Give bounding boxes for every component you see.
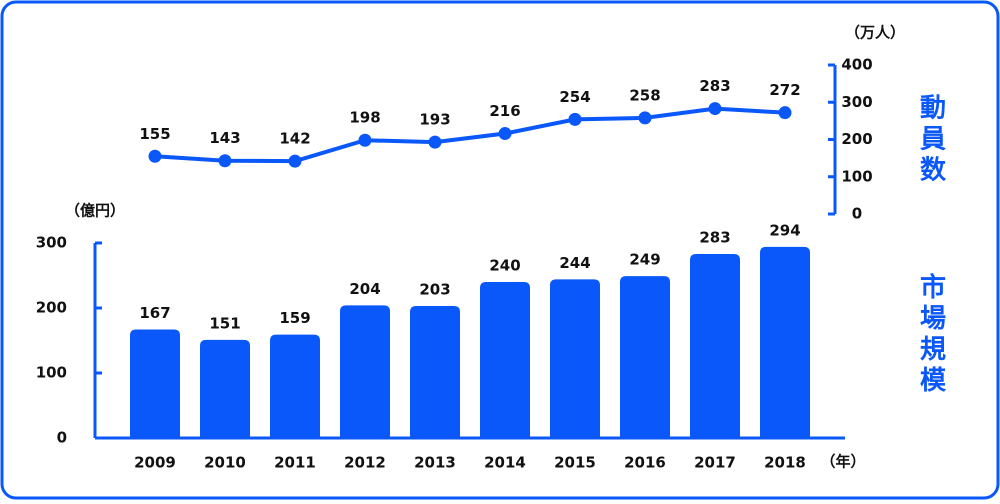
side-label: 市 (920, 272, 946, 303)
side-label: 規 (920, 335, 946, 365)
point (778, 106, 792, 120)
value-label: 155 (139, 125, 170, 143)
bar (480, 282, 530, 438)
x-tick-label: 2017 (694, 454, 736, 472)
y-tick-label: 0 (852, 205, 862, 223)
side-label: 模 (920, 366, 947, 396)
side-label: 員 (920, 125, 946, 155)
x-tick-label: 2012 (344, 454, 386, 472)
point (148, 149, 162, 163)
value-label: 142 (279, 130, 310, 148)
value-label: 159 (279, 309, 310, 327)
value-label: 151 (209, 314, 240, 332)
bar (270, 334, 320, 438)
point (568, 112, 582, 126)
point (708, 102, 722, 116)
value-label: 203 (419, 281, 450, 299)
axis-label: （億円） (65, 202, 125, 220)
x-tick-label: 2018 (764, 454, 806, 472)
point (358, 133, 372, 147)
value-label: 254 (559, 88, 590, 106)
value-label: 272 (769, 81, 800, 99)
y-tick-label: 0 (57, 429, 67, 447)
value-label: 294 (769, 221, 800, 239)
x-tick-label: 2011 (274, 454, 316, 472)
value-label: 249 (629, 251, 660, 269)
x-tick-label: 2015 (554, 454, 596, 472)
point (288, 154, 302, 168)
x-tick-label: 2016 (624, 454, 666, 472)
line (154, 106, 786, 164)
y-tick-label: 200 (36, 299, 67, 317)
bar (130, 329, 180, 438)
point (218, 154, 232, 168)
value-label: 216 (489, 102, 520, 120)
bar (620, 276, 670, 438)
bar (550, 279, 600, 438)
value-label: 204 (349, 280, 380, 298)
point (428, 135, 442, 149)
bar (760, 246, 810, 438)
bar (410, 306, 460, 438)
side-label: 数 (920, 156, 947, 186)
bar (340, 305, 390, 438)
side-label: 場 (920, 304, 946, 334)
value-label: 193 (419, 111, 450, 129)
value-label: 167 (139, 304, 170, 322)
side-label: 動 (920, 94, 946, 124)
y-tick-label: 100 (36, 364, 67, 382)
y-tick-label: 300 (36, 234, 67, 252)
x-tick-label: 2009 (134, 454, 176, 472)
y-tick-label: 200 (841, 130, 872, 148)
value-label: 240 (489, 257, 520, 275)
y-tick-label: 400 (841, 56, 872, 74)
y-tick-label: 100 (841, 167, 872, 185)
x-tick-label: 2014 (484, 454, 526, 472)
bar (690, 254, 740, 438)
value-label: 258 (629, 86, 660, 104)
value-label: 283 (699, 229, 730, 247)
axis-label: （万人） (845, 24, 905, 42)
axis-label: （年） (820, 453, 865, 471)
x-tick-label: 2013 (414, 454, 456, 472)
y-tick-label: 300 (841, 93, 872, 111)
x-tick-label: 2010 (204, 454, 246, 472)
value-label: 283 (699, 77, 730, 95)
value-label: 244 (559, 254, 590, 272)
point (498, 127, 512, 141)
bar (200, 339, 250, 438)
point (638, 111, 652, 125)
value-label: 143 (209, 129, 240, 147)
value-label: 198 (349, 109, 380, 127)
